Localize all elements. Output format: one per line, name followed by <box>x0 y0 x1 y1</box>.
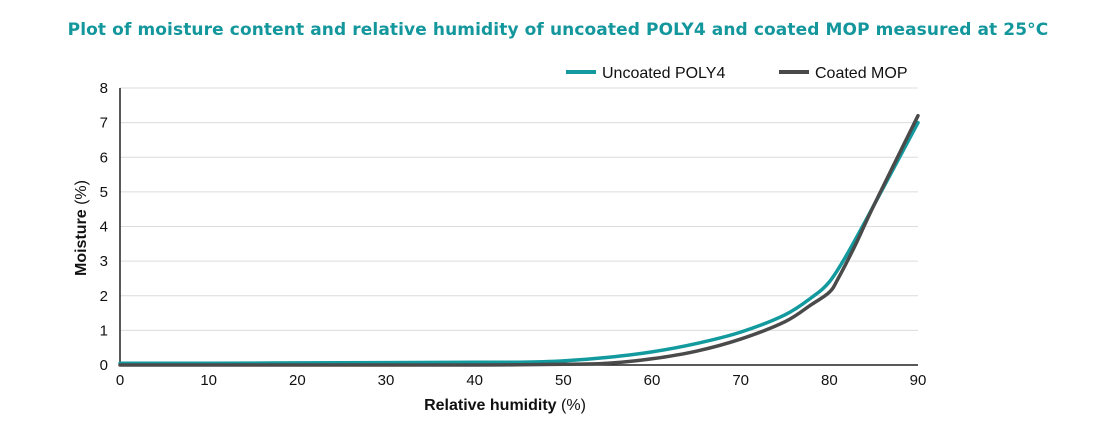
series-lines <box>118 113 920 367</box>
y-axis-title: Moisture (%) <box>73 180 90 276</box>
x-tick-label-90: 90 <box>910 372 927 389</box>
legend-label-coated-mop: Coated MOP <box>815 65 907 82</box>
x-tick-label-30: 30 <box>378 372 395 389</box>
y-tick-labels: 0 1 2 3 4 5 6 7 8 <box>100 80 108 374</box>
y-tick-label-0: 0 <box>100 357 108 374</box>
y-tick-label-6: 6 <box>100 149 108 166</box>
x-tick-label-40: 40 <box>466 372 483 389</box>
y-axis-unit: (%) <box>73 180 90 205</box>
y-tick-label-8: 8 <box>100 80 108 97</box>
x-axis-unit: (%) <box>561 397 586 414</box>
y-tick-label-3: 3 <box>100 253 108 270</box>
y-tick-label-2: 2 <box>100 288 108 305</box>
x-tick-label-0: 0 <box>116 372 124 389</box>
y-tick-label-4: 4 <box>100 219 108 236</box>
x-axis-label: Relative humidity <box>424 397 557 414</box>
x-tick-label-70: 70 <box>732 372 749 389</box>
y-tick-label-1: 1 <box>100 322 108 339</box>
legend-label-uncoated-poly4: Uncoated POLY4 <box>602 65 725 82</box>
gridlines <box>120 87 918 331</box>
y-tick-label-5: 5 <box>100 184 108 201</box>
series-line-uncoated-poly4 <box>118 120 920 366</box>
chart-title: Plot of moisture content and relative hu… <box>67 20 1049 40</box>
series-line-coated-mop <box>118 113 920 367</box>
x-axis-title: Relative humidity (%) <box>424 397 586 414</box>
x-tick-label-60: 60 <box>644 372 661 389</box>
x-tick-label-50: 50 <box>555 372 572 389</box>
x-tick-label-20: 20 <box>289 372 306 389</box>
x-tick-labels: 0 10 20 30 40 50 60 70 80 90 <box>116 372 927 389</box>
x-tick-label-80: 80 <box>821 372 838 389</box>
x-tick-label-10: 10 <box>200 372 217 389</box>
y-tick-label-7: 7 <box>100 115 108 132</box>
legend: Uncoated POLY4 Coated MOP <box>566 65 907 82</box>
y-axis-label: Moisture <box>73 209 90 276</box>
